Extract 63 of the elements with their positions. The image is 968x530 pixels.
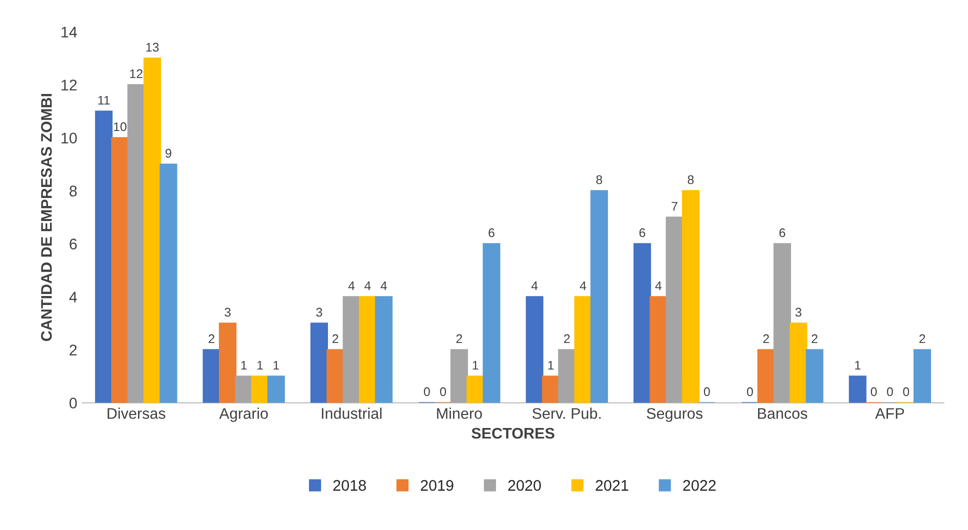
data-label: 6 (639, 228, 646, 238)
data-label: 12 (130, 69, 142, 78)
data-label: 7 (672, 202, 678, 211)
data-label: 9 (166, 148, 172, 158)
data-label: 0 (704, 387, 710, 396)
data-label: 1 (257, 360, 263, 370)
legend-label: 2022 (683, 480, 716, 491)
data-label: 10 (114, 122, 126, 132)
data-label: 2 (919, 334, 926, 344)
data-label: 4 (531, 281, 538, 290)
y-tick-label: 6 (70, 238, 77, 250)
data-label: 2 (763, 334, 769, 344)
data-label: 3 (795, 308, 802, 317)
x-tick-label: AFP (875, 408, 904, 419)
data-label: 1 (855, 360, 861, 370)
data-label: 4 (580, 281, 586, 290)
y-tick-label: 0 (70, 398, 77, 408)
y-tick-label: 4 (69, 292, 77, 302)
data-label: 11 (98, 96, 110, 105)
data-label: 0 (886, 387, 893, 396)
y-tick-label: 10 (62, 132, 77, 144)
data-label: 3 (224, 308, 231, 317)
data-label: 2 (208, 334, 214, 344)
data-label: 1 (548, 360, 554, 370)
legend-label: 2020 (508, 480, 541, 491)
x-tick-label: Seguros (646, 408, 702, 422)
data-label: 1 (241, 360, 247, 370)
legend-label: 2021 (596, 480, 628, 491)
x-tick-label: Industrial (322, 408, 382, 419)
data-label: 8 (596, 175, 602, 184)
legend-label: 2018 (333, 480, 366, 491)
data-label: 4 (364, 281, 371, 290)
data-label: 1 (274, 360, 279, 370)
x-tick-label: Diversas (108, 408, 166, 419)
x-tick-label: Bancos (758, 408, 808, 419)
data-label: 0 (903, 387, 910, 396)
x-tick-label: Agrario (219, 408, 268, 422)
data-label: 2 (456, 334, 462, 344)
data-label: 3 (316, 308, 322, 317)
data-label: 0 (440, 387, 446, 396)
y-tick-label: 2 (70, 344, 77, 356)
x-tick-label: Serv. Pub. (532, 408, 601, 419)
data-label: 6 (779, 228, 786, 238)
y-tick-label: 14 (62, 26, 77, 38)
data-label: 0 (870, 387, 877, 396)
data-label: 0 (424, 387, 430, 396)
data-label: 4 (380, 281, 387, 290)
data-label: 2 (812, 334, 818, 344)
data-label: 13 (146, 42, 159, 52)
data-label: 2 (564, 334, 570, 344)
data-label: 4 (655, 281, 662, 290)
data-label: 1 (472, 360, 478, 370)
data-label: 4 (348, 281, 355, 290)
data-label: 2 (332, 334, 338, 344)
legend-label: 2019 (420, 480, 454, 491)
data-label: 6 (488, 228, 494, 238)
y-axis-title: CANTIDAD DE EMPRESAS ZOMBI (41, 94, 52, 342)
y-tick-label: 12 (62, 80, 77, 90)
data-label: 0 (746, 387, 753, 396)
x-axis-title: SECTORES (472, 428, 554, 439)
y-tick-label: 8 (70, 186, 77, 196)
x-tick-label: Minero (437, 408, 482, 419)
data-label: 8 (688, 175, 694, 184)
